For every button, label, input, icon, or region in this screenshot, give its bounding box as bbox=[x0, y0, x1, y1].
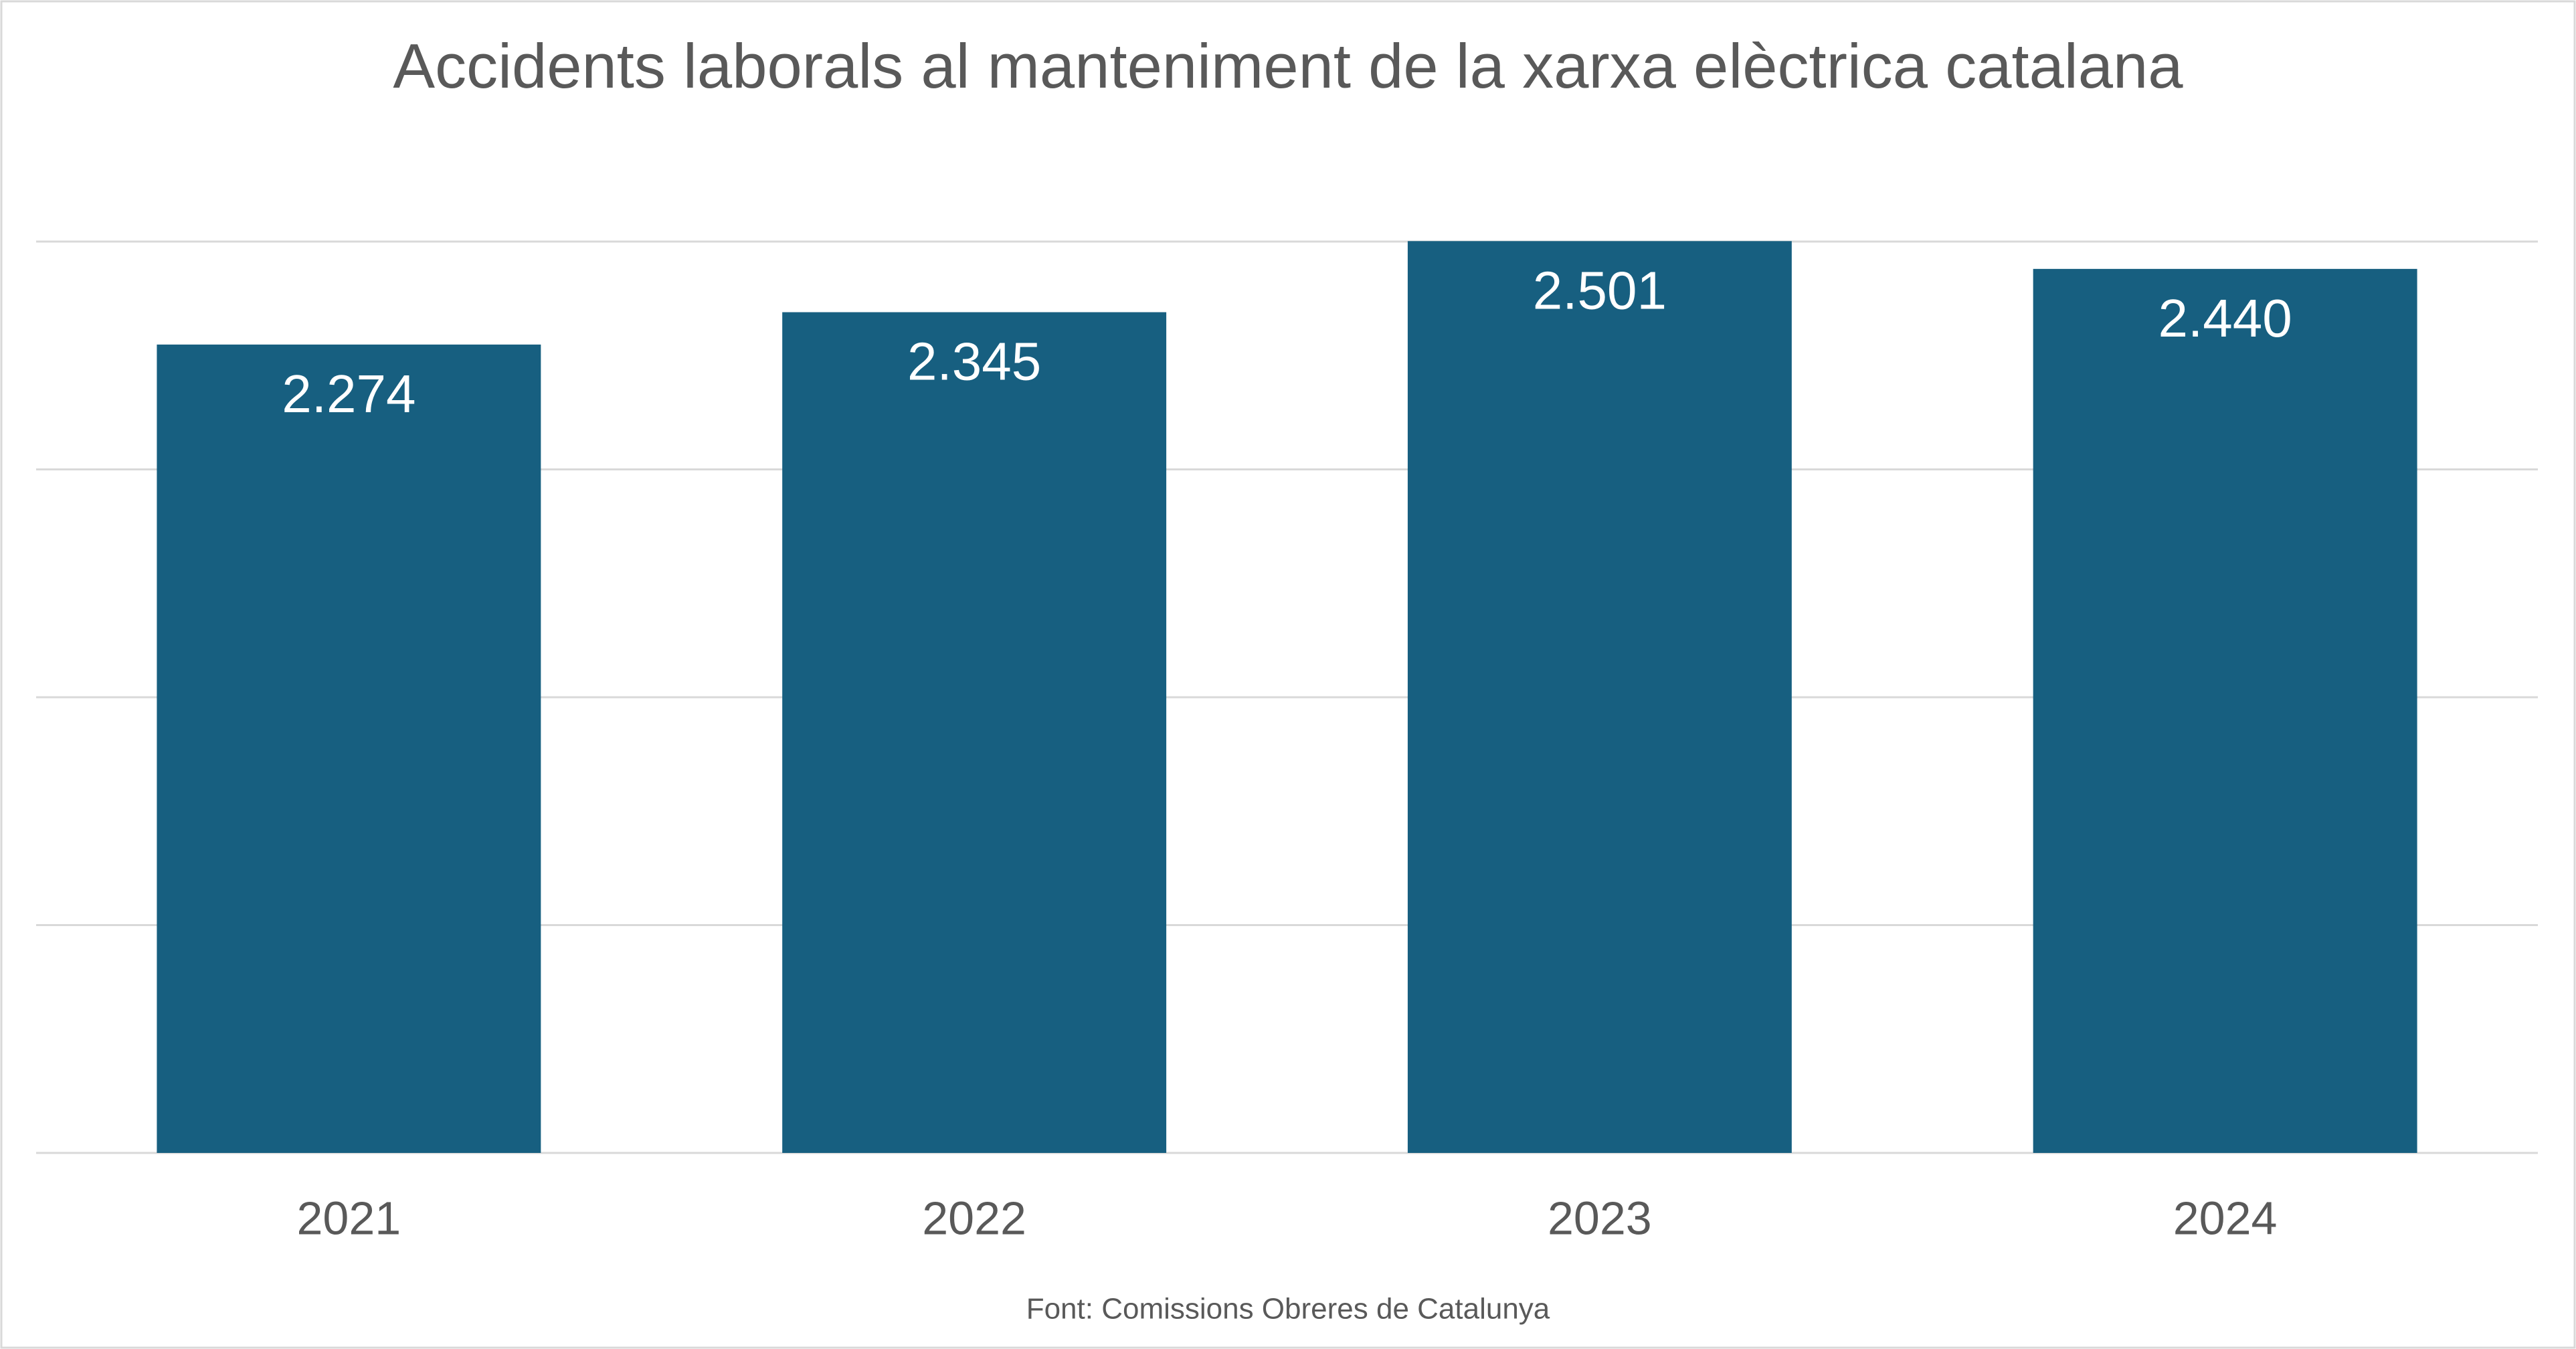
x-tick-label: 2021 bbox=[297, 1192, 401, 1244]
x-tick-label: 2024 bbox=[2173, 1192, 2278, 1244]
x-tick-label: 2022 bbox=[922, 1192, 1026, 1244]
bar bbox=[2033, 268, 2417, 1153]
value-label: 2.274 bbox=[282, 364, 416, 424]
chart-title: Accidents laborals al manteniment de la … bbox=[393, 31, 2183, 101]
bar bbox=[782, 312, 1167, 1154]
value-label: 2.501 bbox=[1533, 260, 1667, 320]
bar bbox=[1407, 241, 1792, 1154]
x-tick-label: 2023 bbox=[1548, 1192, 1652, 1244]
bar bbox=[157, 344, 541, 1153]
value-label: 2.345 bbox=[907, 332, 1041, 391]
source-note: Font: Comissions Obreres de Catalunya bbox=[1026, 1293, 1550, 1326]
value-label: 2.440 bbox=[2158, 288, 2292, 348]
